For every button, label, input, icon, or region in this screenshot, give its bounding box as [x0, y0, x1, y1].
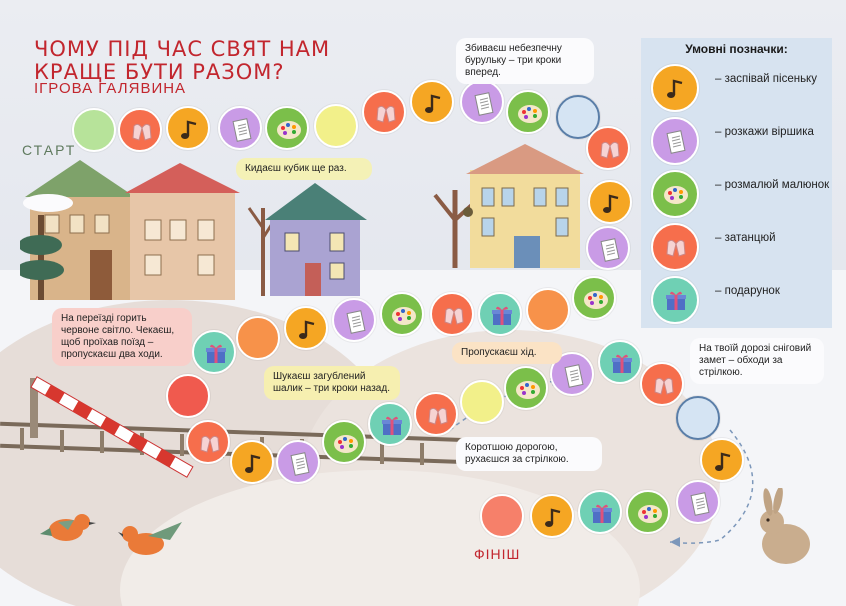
board-cell [588, 180, 632, 224]
board-cell [314, 104, 358, 148]
board-cell [586, 226, 630, 270]
board-cell [72, 108, 116, 152]
legend-item: – затанцюй [651, 223, 831, 273]
board-cell [430, 292, 474, 336]
bubble-crossing: На переїзді горить червоне світло. Чекає… [52, 308, 192, 366]
start-label: Старт [22, 142, 77, 158]
board-cell [504, 366, 548, 410]
bubble-shortcut: Коротшою дорогою, рухаєшся за стрілкою. [456, 437, 602, 471]
gift-icon [651, 276, 699, 324]
legend-item-label: – розкажи віршика [715, 126, 814, 138]
board-cell [530, 494, 574, 538]
board-cell [166, 374, 210, 418]
board-cell [218, 106, 262, 150]
board-cell [332, 298, 376, 342]
board-cell [414, 392, 458, 436]
board-cell [284, 306, 328, 350]
board-cell [460, 80, 504, 124]
board-cell [598, 340, 642, 384]
legend-title: Умовні позначки: [685, 42, 788, 56]
board-cell [362, 90, 406, 134]
bubble-scarf: Шукаєш загублений шалик – три кроки наза… [264, 366, 400, 400]
village-house-purple [247, 183, 367, 296]
board-cell [192, 330, 236, 374]
board-cell [676, 396, 720, 440]
board-cell [526, 288, 570, 332]
village-houses-left [20, 160, 240, 300]
snowdrift-arrow [669, 429, 754, 547]
bird-right [118, 522, 182, 555]
board-cell [276, 440, 320, 484]
bubble-dice: Кидаєш кубик ще раз. [236, 158, 372, 180]
board-cell [572, 276, 616, 320]
board-cell [380, 292, 424, 336]
legend-panel: Умовні позначки: – заспівай пісеньку – ро… [641, 38, 832, 328]
board-cell [578, 490, 622, 534]
board-cell [676, 480, 720, 524]
crossing-barrier [30, 376, 194, 478]
legend-item-label: – розмалюй малюнок [715, 179, 830, 191]
finish-label: Фініш [474, 546, 521, 562]
board-cell [368, 402, 412, 446]
board-cell [480, 494, 524, 538]
board-cell [118, 108, 162, 152]
legend-item: – заспівай пісеньку [651, 64, 831, 114]
board-cell [506, 90, 550, 134]
legend-item: – подарунок [651, 276, 831, 326]
legend-item: – розмалюй малюнок [651, 170, 831, 220]
legend-item-label: – заспівай пісеньку [715, 73, 817, 85]
board-cell [230, 440, 274, 484]
bubble-snowdrift: На твоїй дорозі сніговий замет – обходи … [690, 338, 824, 384]
bird-left [40, 514, 96, 541]
paper-icon [651, 117, 699, 165]
bubble-skip: Пропускаєш хід. [452, 342, 562, 364]
page-subtitle: Ігрова галявина [34, 80, 187, 97]
board-cell [186, 420, 230, 464]
board-cell [236, 316, 280, 360]
board-cell [586, 126, 630, 170]
board-cell [265, 106, 309, 150]
note-icon [651, 64, 699, 112]
page-title: Чому під час свят нам краще бути разом? [34, 37, 331, 84]
board-cell [322, 420, 366, 464]
legend-item-label: – подарунок [715, 285, 780, 297]
board-cell [460, 380, 504, 424]
legend-item-label: – затанцюй [715, 232, 776, 244]
village-house-yellow [433, 144, 584, 268]
board-cell [626, 490, 670, 534]
board-cell [700, 438, 744, 482]
mittens-icon [651, 223, 699, 271]
legend-item: – розкажи віршика [651, 117, 831, 167]
palette-icon [651, 170, 699, 218]
board-cell [640, 362, 684, 406]
board-cell [166, 106, 210, 150]
rabbit-illustration [760, 488, 810, 564]
board-cell [478, 292, 522, 336]
board-cell [410, 80, 454, 124]
bubble-icicle: Збиваєш небезпечну бурульку – три кроки … [456, 38, 594, 84]
